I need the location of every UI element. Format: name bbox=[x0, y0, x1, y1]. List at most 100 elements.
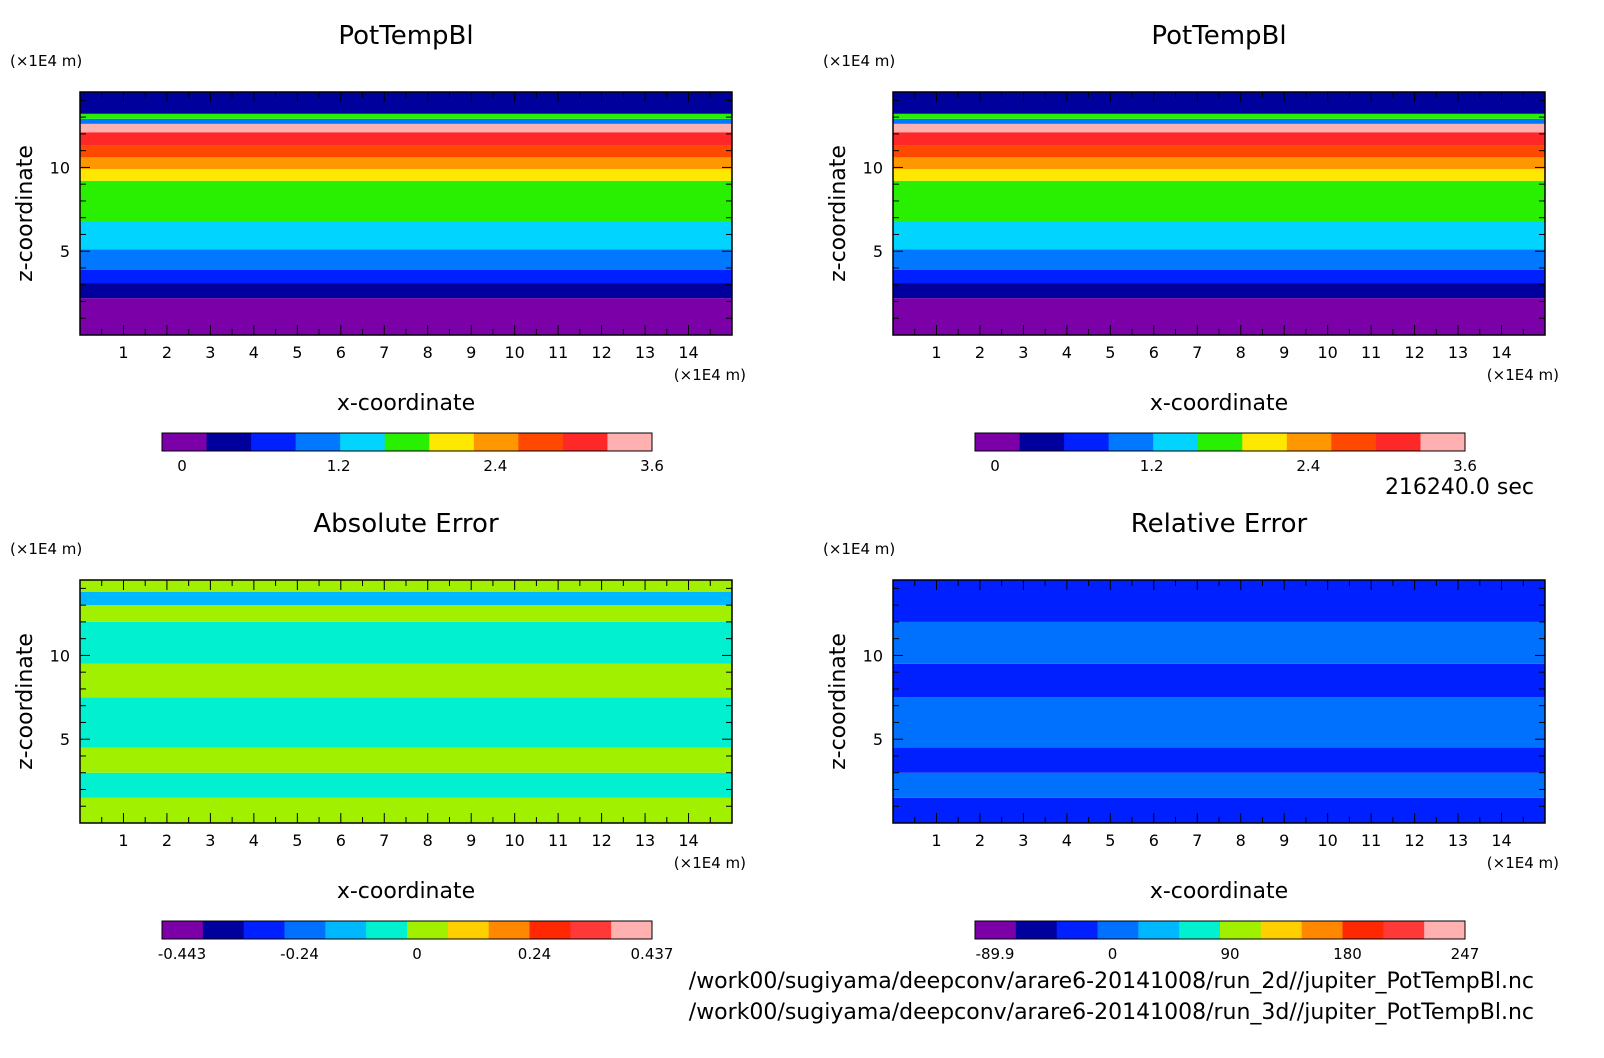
colorbar-swatch bbox=[1056, 921, 1098, 939]
x-tick-label: 10 bbox=[1317, 831, 1337, 850]
x-tick-label: 4 bbox=[249, 831, 259, 850]
chart-panel-2: PotTempBl(×1E4 m)1 2 3 4 5 6 7 8 9 10 11 12 13 14(×1E… bbox=[823, 21, 1559, 475]
contour-band bbox=[893, 123, 1545, 133]
contour-band bbox=[893, 113, 1545, 119]
x-tick-label: 8 bbox=[423, 831, 433, 850]
colorbar-swatch bbox=[429, 433, 475, 451]
chart-panel-1: PotTempBl(×1E4 m)1 2 3 4 5 6 7 8 9 10 11 12 13 14(×1E… bbox=[10, 21, 746, 475]
x-tick-label: 5 bbox=[292, 831, 302, 850]
x-tick-label: 14 bbox=[1491, 343, 1511, 362]
contour-band bbox=[80, 772, 732, 798]
x-tick-label: 10 bbox=[504, 343, 524, 362]
colorbar-swatch bbox=[1108, 433, 1154, 451]
x-tick-label: 7 bbox=[379, 831, 389, 850]
colorbar-swatch bbox=[284, 921, 326, 939]
x-tick-label: 3 bbox=[1018, 831, 1028, 850]
y-axis-label: z-coordinate bbox=[13, 145, 38, 282]
colorbar-tick-label: -0.24 bbox=[280, 945, 319, 963]
contour-band bbox=[80, 180, 732, 222]
y-tick-label: 5 bbox=[873, 730, 883, 749]
contour-band bbox=[80, 132, 732, 146]
x-tick-label: 13 bbox=[635, 343, 655, 362]
x-tick-label: 14 bbox=[1491, 831, 1511, 850]
colorbar-tick-label: -0.443 bbox=[158, 945, 206, 963]
x-tick-label: 5 bbox=[1105, 343, 1115, 362]
contour-band bbox=[80, 221, 732, 250]
y-tick-label: 5 bbox=[60, 730, 70, 749]
file-path-2: /work00/sugiyama/deepconv/arare6-2014100… bbox=[689, 1000, 1534, 1025]
contour-band bbox=[80, 123, 732, 133]
colorbar-swatch bbox=[1286, 433, 1332, 451]
chart-title: Relative Error bbox=[1131, 509, 1308, 539]
x-tick-label: 8 bbox=[1236, 343, 1246, 362]
colorbar-swatch bbox=[1301, 921, 1343, 939]
colorbar-swatch bbox=[325, 921, 367, 939]
contour-band bbox=[893, 580, 1545, 622]
x-tick-label: 6 bbox=[336, 343, 346, 362]
x-tick-label: 2 bbox=[975, 343, 985, 362]
x-axis: 1 2 3 4 5 6 7 8 9 10 11 12 13 14(×1E4 m)x-coordinate bbox=[914, 580, 1559, 904]
contour-band bbox=[893, 298, 1545, 335]
contour-field bbox=[80, 580, 732, 823]
y-axis-label: z-coordinate bbox=[826, 145, 851, 282]
x-tick-label: 13 bbox=[1448, 343, 1468, 362]
x-tick-label: 11 bbox=[548, 831, 568, 850]
colorbar-swatch bbox=[611, 921, 653, 939]
contour-band bbox=[893, 283, 1545, 299]
contour-band bbox=[80, 605, 732, 622]
colorbar-swatch bbox=[975, 433, 1021, 451]
chart-title: PotTempBl bbox=[338, 21, 473, 51]
colorbar-swatch bbox=[518, 433, 564, 451]
colorbar: 0 1.2 2.4 3.6 bbox=[974, 432, 1477, 475]
colorbar-swatch bbox=[1179, 921, 1221, 939]
x-tick-label: 10 bbox=[1317, 343, 1337, 362]
colorbar: 0 1.2 2.4 3.6 bbox=[161, 432, 664, 475]
colorbar-swatch bbox=[1375, 433, 1421, 451]
colorbar-tick-label: -89.9 bbox=[976, 945, 1015, 963]
colorbar-swatch bbox=[1383, 921, 1425, 939]
x-tick-label: 11 bbox=[1361, 831, 1381, 850]
colorbar-tick-label: 247 bbox=[1451, 945, 1480, 963]
colorbar-tick-label: 90 bbox=[1220, 945, 1239, 963]
x-tick-label: 4 bbox=[249, 343, 259, 362]
x-tick-label: 7 bbox=[1192, 343, 1202, 362]
chart-panel-3: Absolute Error(×1E4 m)1 2 3 4 5 6 7 8 9 10 11 12 13 1… bbox=[10, 509, 746, 963]
x-tick-label: 12 bbox=[1404, 343, 1424, 362]
colorbar-swatch bbox=[251, 433, 297, 451]
x-axis: 1 2 3 4 5 6 7 8 9 10 11 12 13 14(×1E4 m)x-coordinate bbox=[101, 92, 746, 416]
y-axis: 5 10 z-coordinate bbox=[13, 587, 732, 807]
colorbar-tick-label: 2.4 bbox=[483, 457, 507, 475]
x-tick-label: 4 bbox=[1062, 831, 1072, 850]
file-path-1: /work00/sugiyama/deepconv/arare6-2014100… bbox=[689, 969, 1534, 994]
contour-band bbox=[80, 621, 732, 664]
colorbar-frame bbox=[161, 920, 653, 940]
contour-band bbox=[893, 772, 1545, 798]
y-axis-unit: (×1E4 m) bbox=[10, 52, 82, 70]
x-axis-unit: (×1E4 m) bbox=[1487, 366, 1559, 384]
contour-band bbox=[893, 92, 1545, 114]
contour-band bbox=[80, 269, 732, 284]
colorbar-swatch bbox=[366, 921, 408, 939]
x-tick-label: 3 bbox=[1018, 343, 1028, 362]
x-tick-label: 9 bbox=[466, 343, 476, 362]
colorbar-swatch bbox=[1153, 433, 1199, 451]
contour-band bbox=[893, 269, 1545, 284]
colorbar-swatch bbox=[407, 921, 449, 939]
x-tick-label: 1 bbox=[931, 343, 941, 362]
y-tick-label: 10 bbox=[50, 646, 70, 665]
colorbar-tick-label: 2.4 bbox=[1296, 457, 1320, 475]
colorbar-swatch bbox=[488, 921, 530, 939]
x-tick-label: 1 bbox=[931, 831, 941, 850]
colorbar-swatch bbox=[162, 433, 208, 451]
colorbar-swatch bbox=[529, 921, 571, 939]
colorbar-tick-label: 0 bbox=[990, 457, 1000, 475]
contour-band bbox=[80, 249, 732, 270]
x-tick-label: 2 bbox=[162, 831, 172, 850]
contour-band bbox=[80, 169, 732, 181]
contour-band bbox=[80, 697, 732, 748]
x-tick-label: 13 bbox=[1448, 831, 1468, 850]
colorbar-swatch bbox=[1260, 921, 1303, 939]
contour-band bbox=[80, 298, 732, 335]
colorbar-tick-label: 1.2 bbox=[327, 457, 351, 475]
